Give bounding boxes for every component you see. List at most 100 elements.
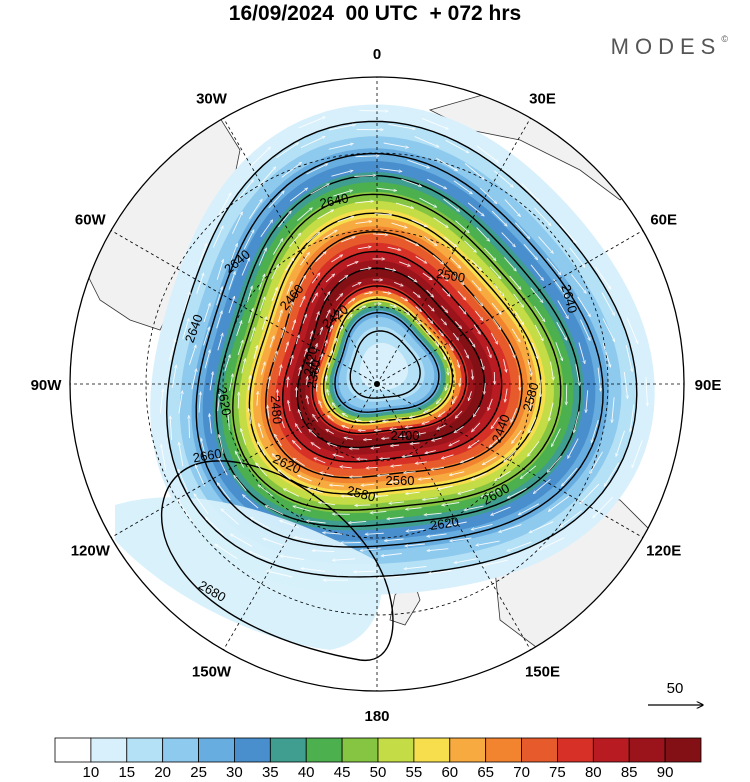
streamline-arrow — [286, 281, 292, 295]
reference-vector-label: 50 — [667, 680, 684, 697]
streamline-arrow — [315, 252, 327, 263]
streamline-arrow — [307, 395, 309, 405]
streamline-arrow — [623, 371, 627, 399]
streamline-arrow — [405, 426, 413, 427]
streamline-arrow — [335, 293, 343, 301]
streamline-arrow — [382, 292, 391, 293]
streamline-arrow — [340, 467, 352, 468]
streamline-arrow — [182, 318, 189, 340]
streamline-arrow — [445, 139, 469, 154]
colorbar-swatch-17 — [664, 737, 702, 763]
colorbar-tick-label: 65 — [477, 764, 494, 781]
height-contour-11 — [349, 330, 421, 399]
streamline-arrow — [259, 423, 264, 439]
height-contour-1 — [195, 152, 604, 548]
streamline-arrow — [530, 264, 544, 281]
wind-band-26 — [359, 342, 408, 390]
streamline-arrow — [171, 365, 176, 388]
colorbar-tick-label: 10 — [83, 764, 100, 781]
streamline-arrow — [292, 441, 302, 450]
streamline-arrow — [473, 407, 480, 417]
colorbar-tick-label: 20 — [154, 764, 171, 781]
streamline-arrow — [486, 346, 491, 358]
streamline-arrow — [518, 503, 540, 516]
streamline-arrow — [347, 298, 355, 304]
streamline-arrow — [250, 517, 270, 529]
streamline-arrow — [481, 489, 500, 497]
streamline-arrow — [591, 419, 599, 443]
streamline-arrow — [571, 274, 586, 294]
streamline-arrow — [301, 568, 326, 572]
streamline-arrow — [224, 355, 230, 372]
latitude-circle-0 — [299, 306, 455, 462]
streamline-arrow — [514, 311, 525, 325]
streamline-arrow — [432, 437, 442, 441]
colorbar-tick-label: 25 — [190, 764, 207, 781]
height-contour-0 — [165, 120, 638, 578]
streamline-arrow — [217, 333, 223, 351]
streamline-arrow — [391, 222, 408, 228]
streamline-arrow — [231, 212, 243, 234]
streamline-arrow — [238, 392, 239, 409]
streamline-arrow — [460, 456, 475, 464]
streamline-arrow — [328, 125, 356, 131]
streamline-arrow — [179, 442, 184, 467]
streamline-arrow — [509, 344, 516, 358]
streamline-arrow — [559, 223, 576, 243]
streamline-arrow — [457, 290, 466, 300]
streamline-arrow — [198, 392, 201, 413]
streamline-arrow — [575, 364, 580, 385]
streamline-arrow — [360, 268, 371, 271]
streamline-arrow — [278, 365, 282, 376]
streamline-arrow — [436, 398, 442, 404]
streamline-arrow — [204, 350, 210, 369]
streamline-arrow — [293, 506, 311, 512]
streamline-arrow — [514, 222, 530, 239]
streamline-arrow — [427, 304, 434, 311]
streamline-arrow — [534, 306, 545, 322]
streamline-arrow — [431, 466, 445, 469]
longitude-label-30W: 30W — [196, 90, 228, 107]
streamline-arrow — [401, 178, 422, 186]
streamline-arrow — [229, 243, 238, 264]
streamline-arrow — [306, 163, 328, 175]
streamline-arrow — [464, 163, 484, 180]
colorbar: 10 15 20 25 30 35 40 45 50 55 60 65 70 75 80 85 90 — [54, 737, 702, 781]
streamline-arrow — [494, 170, 513, 188]
streamline-arrow — [550, 361, 554, 380]
colorbar-tick-label: 85 — [621, 764, 638, 781]
streamline-arrow — [323, 292, 331, 301]
streamline-arrow — [432, 254, 444, 264]
streamline-arrow — [209, 414, 212, 434]
streamline-arrow — [454, 321, 461, 328]
streamline-arrow — [405, 543, 425, 546]
streamline-arrow — [298, 367, 302, 376]
longitude-label-90E: 90E — [695, 377, 722, 394]
streamline-arrow — [503, 257, 516, 272]
streamline-arrow — [561, 467, 578, 486]
streamline-arrow — [504, 199, 521, 217]
contour-label: 2620 — [429, 514, 460, 533]
streamline-arrow — [511, 328, 521, 342]
streamline-arrow — [228, 271, 235, 290]
streamline-arrow — [419, 197, 436, 208]
streamline-arrow — [331, 350, 333, 356]
contour-label: 2480 — [268, 395, 285, 425]
streamline-arrow — [177, 469, 189, 493]
copyright-mark: © — [721, 34, 728, 44]
streamline-arrow — [328, 362, 329, 369]
streamline-arrow — [443, 198, 460, 212]
streamline-arrow — [444, 236, 457, 247]
streamline-arrow — [295, 335, 299, 345]
streamline-arrow — [280, 556, 305, 561]
streamline-arrow — [318, 401, 323, 408]
streamline-arrow — [203, 327, 210, 346]
streamline-arrow — [364, 292, 372, 294]
streamline-arrow — [265, 505, 284, 515]
map-boundary — [69, 76, 685, 692]
streamline-arrow — [284, 342, 288, 353]
colorbar-tick-label: 55 — [406, 764, 423, 781]
streamline-arrow — [395, 202, 414, 208]
streamline-arrow — [258, 485, 274, 497]
streamline-arrow — [476, 145, 499, 162]
